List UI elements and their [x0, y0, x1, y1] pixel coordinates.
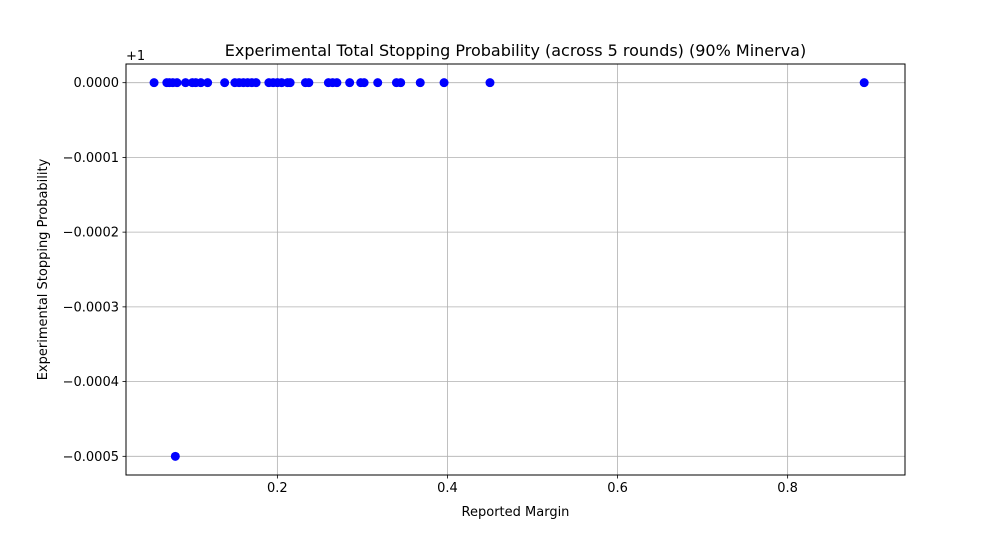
data-point	[251, 78, 261, 88]
y-tick-label: −0.0005	[63, 450, 119, 465]
grid-lines	[126, 64, 905, 475]
data-point	[345, 78, 355, 88]
data-point	[172, 78, 182, 88]
data-point	[285, 78, 295, 88]
data-point	[149, 78, 159, 88]
data-points	[149, 78, 869, 461]
data-point	[439, 78, 449, 88]
y-axis-ticks: 0.0000 −0.0001 −0.0002 −0.0003 −0.0004 −0.000…	[63, 76, 126, 465]
x-tick-label: 0.8	[777, 481, 798, 496]
x-axis-label: Reported Margin	[462, 505, 570, 520]
data-point	[220, 78, 230, 88]
plot-area-frame	[125, 63, 906, 476]
data-point	[485, 78, 495, 88]
y-axis-offset-label: +1	[126, 49, 145, 64]
y-axis-label: Experimental Stopping Probability	[36, 158, 51, 380]
data-point	[859, 78, 869, 88]
data-point	[396, 78, 406, 88]
data-point	[170, 451, 180, 461]
data-point	[304, 78, 314, 88]
x-tick-label: 0.6	[607, 481, 628, 496]
y-tick-label: −0.0003	[63, 300, 119, 315]
data-point	[415, 78, 425, 88]
data-point	[373, 78, 383, 88]
chart-title: Experimental Total Stopping Probability …	[225, 41, 806, 60]
x-tick-label: 0.2	[267, 481, 288, 496]
data-point	[332, 78, 342, 88]
x-axis-ticks: 0.2 0.4 0.6 0.8	[267, 475, 798, 496]
x-tick-label: 0.4	[437, 481, 458, 496]
data-point	[359, 78, 369, 88]
data-point	[203, 78, 213, 88]
y-tick-label: −0.0002	[63, 226, 119, 241]
y-tick-label: −0.0001	[63, 151, 119, 166]
data-point	[196, 78, 206, 88]
y-tick-label: 0.0000	[74, 76, 120, 91]
y-tick-label: −0.0004	[63, 375, 119, 390]
data-point	[181, 78, 191, 88]
